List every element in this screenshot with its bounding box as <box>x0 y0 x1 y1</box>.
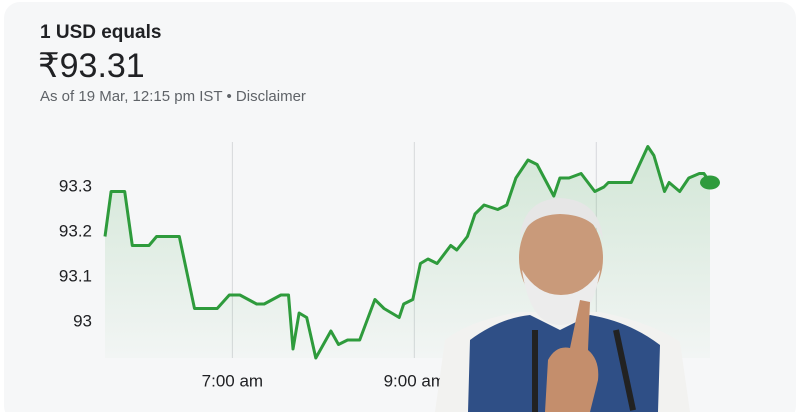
hair <box>520 198 603 240</box>
title: 1 USD equals <box>40 22 161 43</box>
x-tick-label: 7:00 am <box>202 371 263 390</box>
y-tick-label: 93.2 <box>59 221 92 240</box>
end-dot <box>700 175 720 190</box>
microphone <box>532 330 538 412</box>
hand <box>545 300 599 412</box>
photo-overlay <box>435 198 690 412</box>
microphone <box>613 329 636 411</box>
headline-rate: ₹93.31 <box>38 47 145 85</box>
y-tick-label: 93.1 <box>59 266 92 285</box>
line <box>103 145 712 360</box>
y-tick-label: 93.3 <box>59 176 92 195</box>
x-tick-label: 9:00 am <box>384 371 445 390</box>
face <box>519 206 603 310</box>
subtitle[interactable]: As of 19 Mar, 12:15 pm IST • Disclaimer <box>40 88 306 105</box>
y-tick-label: 93 <box>73 311 92 330</box>
